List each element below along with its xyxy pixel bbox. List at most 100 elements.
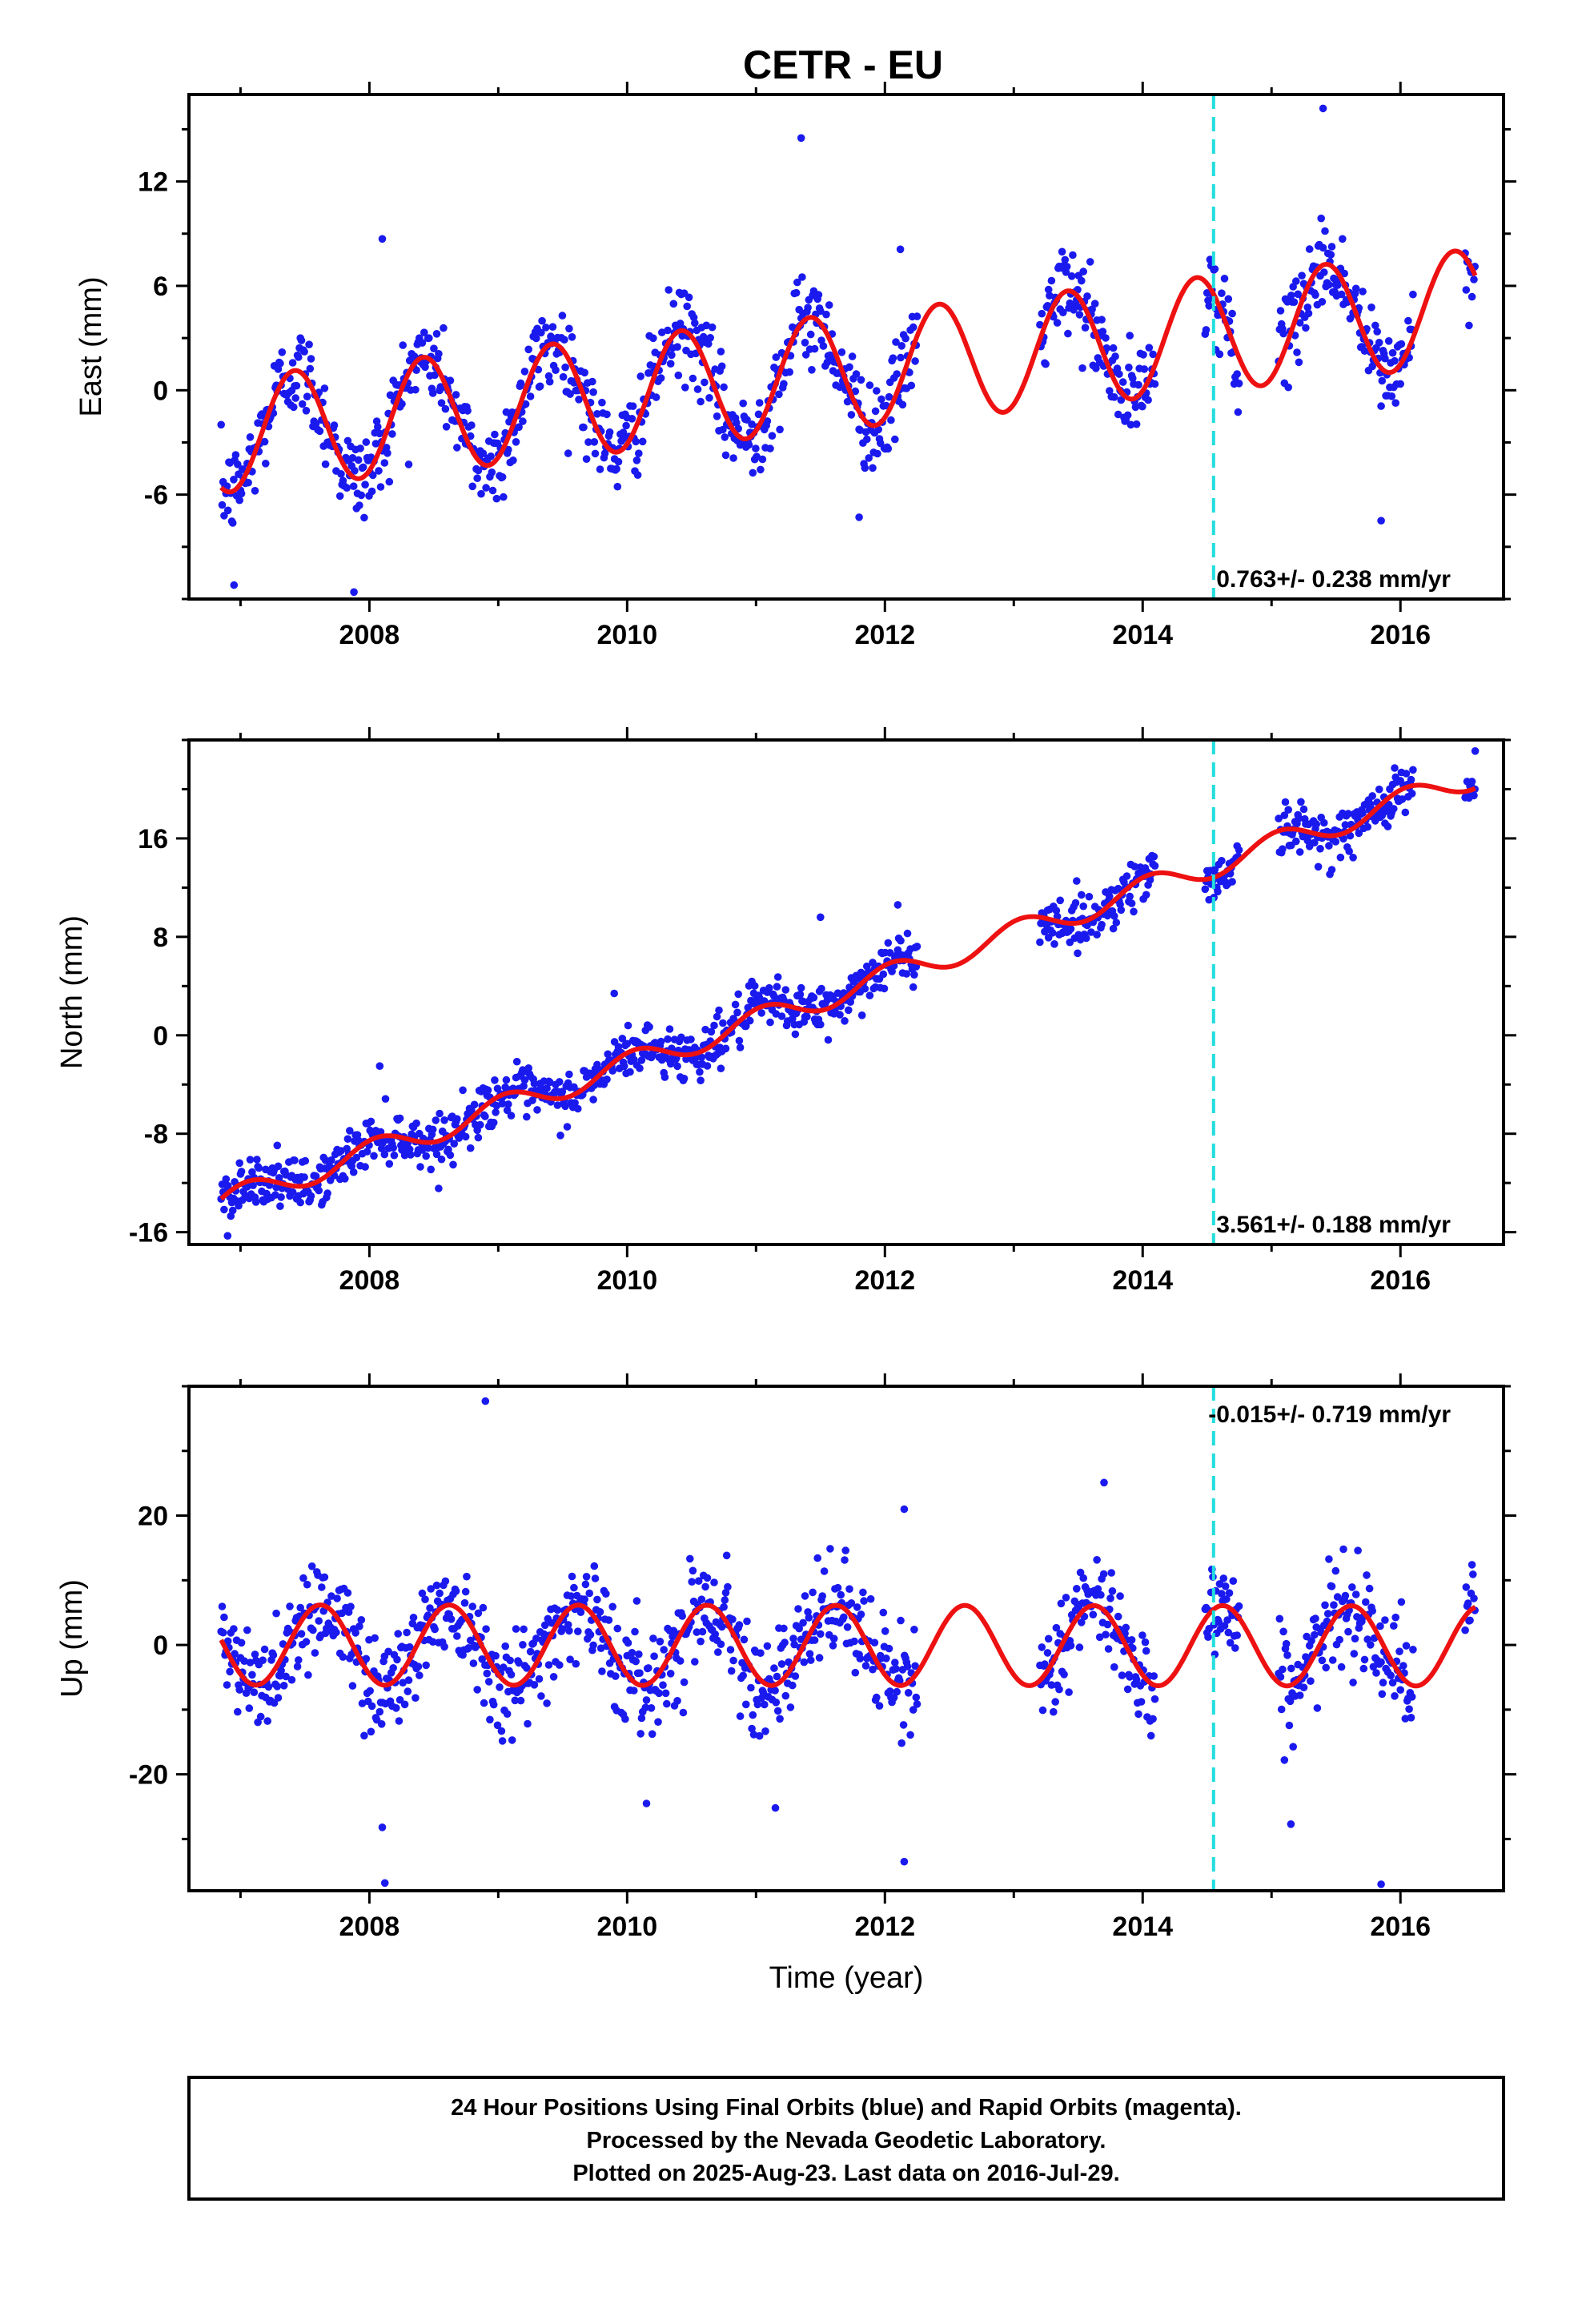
data-point (288, 359, 297, 367)
x-tick-label: 2012 (854, 620, 915, 650)
data-point (262, 460, 270, 468)
data-point (857, 376, 865, 384)
data-point (498, 472, 507, 481)
data-point (1397, 340, 1406, 348)
east-plot-area (189, 94, 1504, 599)
data-point (435, 350, 443, 358)
data-point (780, 380, 788, 388)
data-point (1327, 243, 1336, 251)
data-point (1058, 247, 1066, 256)
data-point (246, 433, 255, 441)
data-point (1331, 1566, 1340, 1575)
data-point (772, 1010, 781, 1018)
data-point (586, 1630, 595, 1639)
data-point (545, 1078, 554, 1087)
data-point (533, 1106, 541, 1114)
data-point (1150, 852, 1158, 861)
data-point (593, 410, 601, 418)
data-point (837, 348, 846, 356)
data-point (565, 1626, 573, 1635)
data-point (359, 463, 367, 472)
data-point (618, 1035, 627, 1043)
data-point (897, 936, 905, 945)
data-point (1123, 411, 1132, 420)
data-point (473, 474, 481, 482)
data-point (773, 1672, 781, 1681)
data-point (1235, 846, 1243, 854)
data-point (1384, 337, 1393, 345)
data-point (516, 379, 525, 388)
data-point (223, 1681, 231, 1689)
data-point (1099, 1570, 1108, 1578)
data-point (739, 1671, 747, 1680)
data-point (1126, 332, 1134, 340)
data-point (1146, 1731, 1155, 1740)
data-point (520, 1076, 529, 1084)
data-point (1109, 924, 1118, 933)
data-point (1327, 251, 1335, 259)
data-point (584, 438, 592, 446)
data-point (781, 1638, 789, 1647)
data-point (1319, 243, 1327, 252)
data-point (303, 1580, 311, 1589)
data-point (717, 1064, 725, 1072)
data-point (348, 454, 357, 462)
data-point (801, 351, 810, 359)
data-point (749, 468, 757, 477)
data-point (276, 360, 284, 368)
data-point (770, 992, 778, 1000)
data-point (400, 1700, 409, 1709)
data-point (777, 1012, 786, 1020)
data-point (483, 1669, 492, 1678)
data-point (898, 400, 907, 409)
data-point (489, 1700, 498, 1709)
data-point (713, 412, 721, 420)
data-point (841, 1556, 849, 1564)
data-point (521, 400, 530, 408)
data-point (323, 1189, 331, 1197)
data-point (724, 1582, 732, 1591)
data-point (1322, 1663, 1330, 1672)
x-axis-label: Time (year) (769, 1961, 924, 1995)
outlier-point (380, 1879, 389, 1888)
data-point (488, 468, 496, 476)
data-point (781, 1691, 790, 1700)
data-point (337, 470, 345, 478)
data-point (1313, 1704, 1322, 1712)
data-point (357, 491, 366, 500)
data-point (1307, 1677, 1315, 1685)
data-point (580, 423, 588, 432)
data-point (581, 1580, 590, 1589)
data-point (1055, 1685, 1063, 1694)
y-tick-label: -20 (129, 1760, 168, 1791)
data-point (891, 435, 899, 444)
data-point (1276, 1673, 1285, 1681)
data-point (1368, 1606, 1376, 1615)
data-point (1078, 891, 1086, 899)
data-point (1407, 1693, 1416, 1701)
data-point (911, 1662, 919, 1671)
data-point (833, 989, 842, 997)
data-point (228, 519, 237, 527)
data-point (789, 1681, 797, 1690)
data-point (288, 1188, 297, 1196)
data-point (335, 492, 344, 501)
data-point (589, 1096, 597, 1104)
data-point (885, 392, 893, 401)
data-point (355, 1622, 363, 1630)
data-point (745, 440, 753, 449)
y-tick-label: -8 (144, 1120, 168, 1150)
data-point (632, 437, 640, 446)
data-point (300, 1173, 308, 1181)
data-point (1387, 1671, 1395, 1679)
data-point (302, 407, 311, 415)
data-point (511, 1696, 520, 1705)
data-point (669, 1626, 678, 1635)
data-point (464, 1644, 473, 1652)
data-point (235, 1159, 244, 1168)
data-point (806, 1656, 815, 1664)
data-point (1368, 362, 1376, 371)
data-point (473, 1686, 481, 1694)
data-point (1346, 315, 1355, 323)
data-point (1110, 912, 1118, 920)
